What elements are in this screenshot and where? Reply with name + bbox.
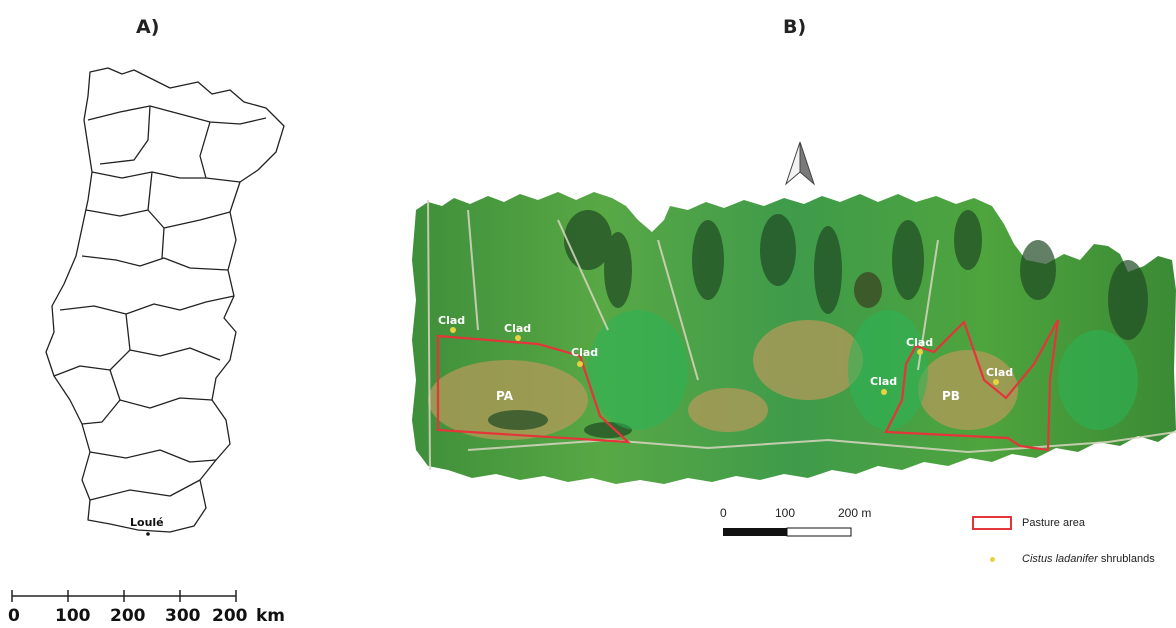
track (557, 219, 609, 331)
panel-b-label: B) (783, 16, 807, 38)
loule-marker (146, 532, 150, 536)
clad-label: Clad (438, 314, 465, 327)
clad-label: Clad (986, 366, 1013, 379)
km-tick-label: 0 (8, 606, 20, 626)
district-boundary (85, 209, 149, 217)
species-name: Cistus ladanifer (1022, 553, 1098, 565)
orthophoto-map: Clad Clad Clad Clad Clad Clad PA PB (412, 192, 1176, 484)
district-boundary (147, 171, 231, 229)
district-boundary (89, 449, 217, 463)
north-arrow-icon (784, 141, 816, 186)
pasture-area-pa (436, 334, 632, 444)
pond (854, 272, 882, 308)
district-boundary (161, 227, 165, 259)
km-tick-label: 200 (110, 606, 146, 626)
cistus-site-dot (881, 389, 887, 395)
district-boundary (87, 105, 267, 125)
clad-label: Clad (870, 375, 897, 388)
legend-label: Pasture area (1022, 517, 1085, 529)
district-boundary (53, 313, 131, 377)
district-boundary (199, 121, 241, 183)
km-tick-label: 300 (165, 606, 201, 626)
panel-a-label: A) (136, 16, 160, 38)
m-tick-label: 100 (775, 506, 796, 520)
legend-item-pasture: Pasture area (972, 516, 1085, 530)
district-boundary (81, 255, 229, 271)
clad-label: Clad (504, 322, 531, 335)
clad-label: Clad (906, 336, 933, 349)
clad-label: Clad (571, 346, 598, 359)
pasture-label-pb: PB (942, 389, 960, 403)
track (657, 239, 699, 381)
portugal-outline (45, 67, 285, 533)
district-boundary (89, 479, 201, 501)
district-boundary (129, 347, 221, 361)
legend-item-shrubland: Cistus ladanifer shrublands (972, 552, 1155, 566)
tree-clusters (488, 210, 1148, 438)
km-unit-label: km (256, 606, 286, 626)
cistus-site-dot (577, 361, 583, 367)
road (427, 199, 431, 471)
district-boundary (81, 369, 121, 425)
loule-label: Loulé (130, 516, 164, 529)
district-boundary (119, 397, 213, 409)
district-boundary (59, 295, 235, 315)
shrubland-swatch (972, 552, 1012, 566)
cistus-site-dot (450, 327, 456, 333)
metre-scale-bar (723, 527, 852, 537)
km-tick-label: 100 (55, 606, 91, 626)
legend-label-suffix: shrublands (1097, 553, 1155, 565)
cistus-site-dot (993, 379, 999, 385)
map-legend: Pasture area Cistus ladanifer shrublands (972, 512, 1172, 582)
cistus-site-dot (515, 335, 521, 341)
pasture-area-pb (884, 319, 1060, 452)
cistus-site-dot (917, 349, 923, 355)
km-tick-label: 200 (212, 606, 248, 626)
portugal-district-map: Loulé (45, 67, 285, 536)
pasture-swatch (972, 516, 1012, 530)
m-tick-label: 0 (720, 506, 727, 520)
track (467, 209, 479, 331)
district-boundary (91, 171, 206, 179)
m-tick-label: 200 m (838, 506, 872, 520)
legend-label: Cistus ladanifer shrublands (1022, 553, 1155, 565)
km-scale-bar (11, 590, 237, 602)
green-meadows (588, 310, 1138, 430)
district-boundary (99, 105, 151, 165)
pasture-label-pa: PA (496, 389, 514, 403)
